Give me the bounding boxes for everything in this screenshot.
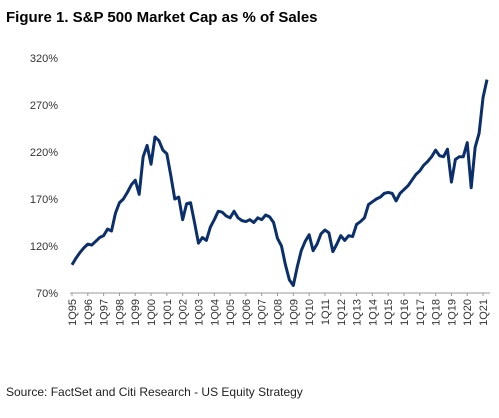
x-tick-label: 1Q16 (399, 299, 411, 326)
x-tick-label: 1Q08 (273, 299, 285, 326)
x-tick-label: 1Q99 (130, 299, 142, 326)
y-tick-label: 170% (30, 194, 58, 206)
x-tick-label: 1Q14 (367, 299, 379, 326)
x-tick-label: 1Q07 (257, 299, 269, 326)
x-tick-label: 1Q97 (99, 299, 111, 326)
x-tick-label: 1Q21 (478, 299, 490, 326)
y-tick-label: 220% (30, 147, 58, 159)
y-tick-label: 70% (36, 288, 58, 300)
x-tick-label: 1Q95 (67, 299, 79, 326)
x-tick-label: 1Q10 (304, 299, 316, 326)
x-tick-label: 1Q00 (146, 299, 158, 326)
x-tick-label: 1Q13 (352, 299, 364, 326)
x-tick-label: 1Q03 (193, 299, 205, 326)
x-tick-label: 1Q01 (162, 299, 174, 326)
x-tick-label: 1Q15 (383, 299, 395, 326)
x-tick-label: 1Q19 (446, 299, 458, 326)
x-tick-label: 1Q18 (431, 299, 443, 326)
x-tick-label: 1Q98 (114, 299, 126, 326)
x-tick-label: 1Q05 (225, 299, 237, 326)
y-tick-label: 120% (30, 241, 58, 253)
x-tick-label: 1Q11 (320, 299, 332, 325)
x-tick-label: 1Q96 (83, 299, 95, 326)
x-tick-label: 1Q09 (288, 299, 300, 326)
chart-title: Figure 1. S&P 500 Market Cap as % of Sal… (6, 9, 318, 26)
data-line (70, 79, 489, 287)
x-tick-label: 1Q12 (336, 299, 348, 326)
source: Source: FactSet and Citi Research - US E… (6, 385, 303, 399)
x-tick-label: 1Q04 (209, 299, 221, 326)
x-tick-label: 1Q17 (415, 299, 427, 326)
x-tick-label: 1Q02 (178, 299, 190, 326)
x-tick-label: 1Q06 (241, 299, 253, 326)
y-tick-label: 320% (30, 53, 58, 65)
x-tick-label: 1Q20 (462, 299, 474, 326)
y-tick-label: 270% (30, 100, 58, 112)
